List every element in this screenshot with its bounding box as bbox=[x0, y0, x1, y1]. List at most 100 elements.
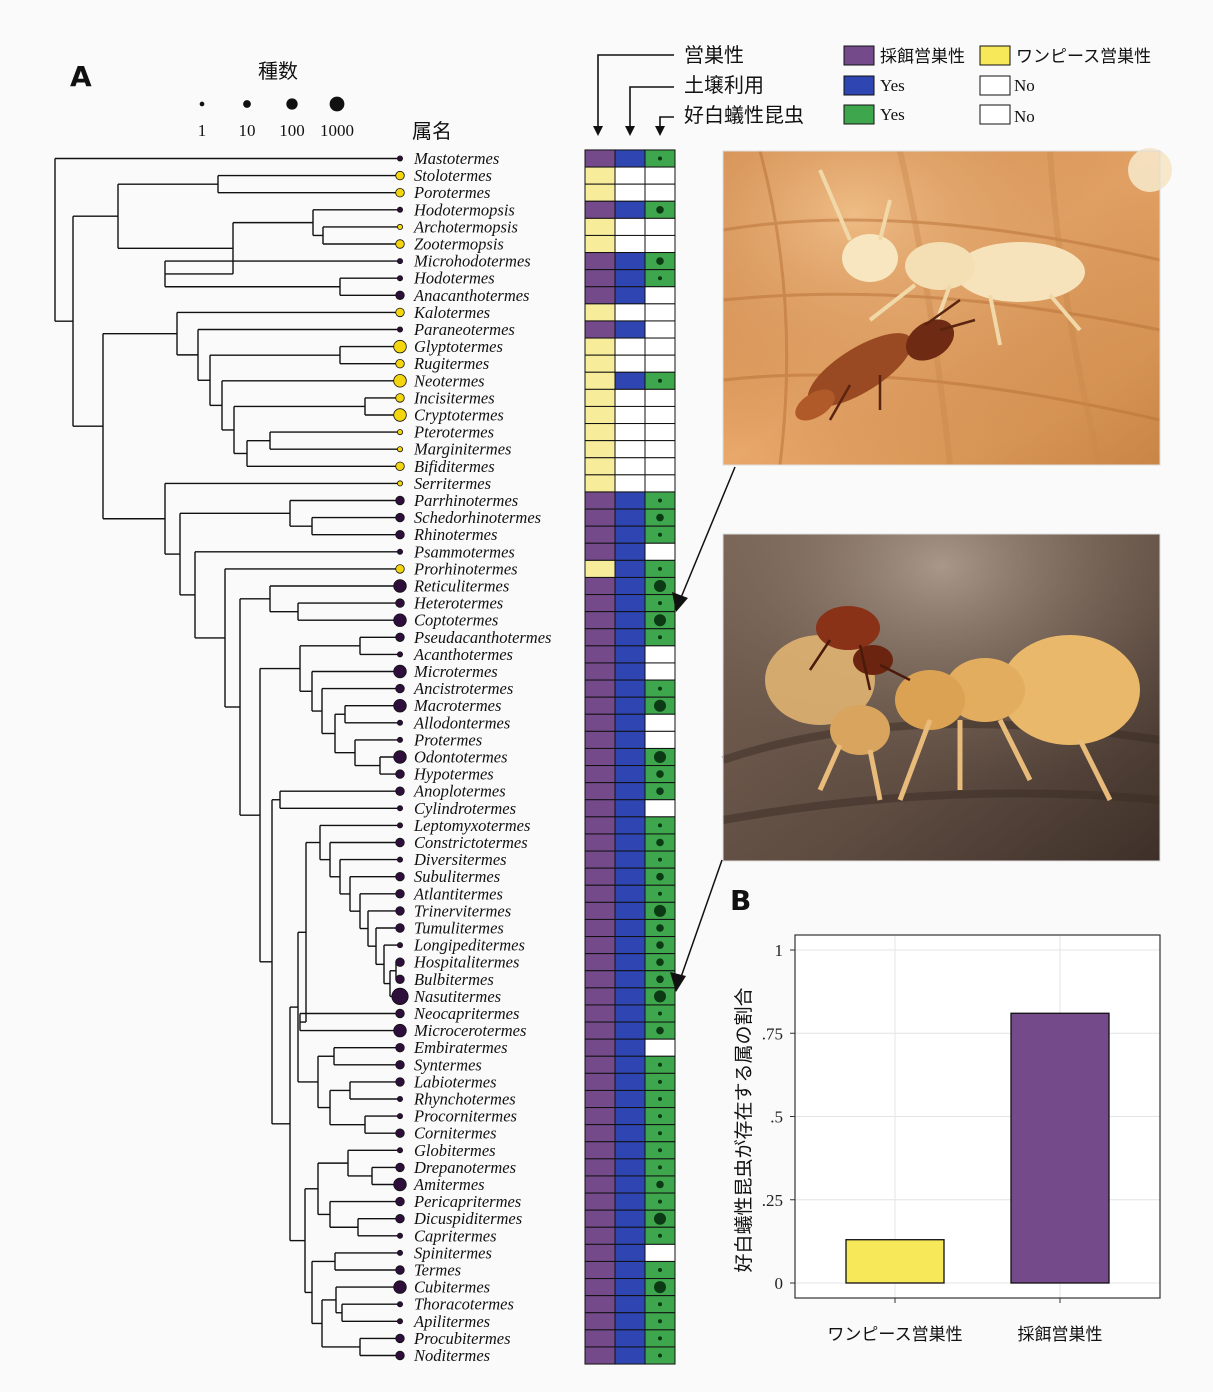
species-count-dot bbox=[396, 856, 403, 863]
nesting-cell bbox=[584, 1260, 616, 1280]
species-size-legend-dot bbox=[286, 98, 298, 110]
genus-label: Labiotermes bbox=[413, 1072, 497, 1091]
soil-cell bbox=[614, 286, 646, 305]
genus-label: Anacanthotermes bbox=[413, 286, 529, 305]
myrmecophile-arrow-line bbox=[659, 116, 674, 128]
nesting-cell bbox=[584, 508, 616, 527]
nesting-cell bbox=[584, 1055, 616, 1074]
genus-label: Serritermes bbox=[414, 474, 491, 493]
myrmecophile-count-dot bbox=[658, 1079, 662, 1084]
genus-label: Microcerotermes bbox=[413, 1021, 526, 1040]
myrmecophile-count-dot bbox=[654, 1281, 666, 1294]
soil-cell bbox=[614, 183, 646, 202]
genus-label: Capritermes bbox=[414, 1226, 497, 1245]
soil-cell bbox=[614, 1089, 646, 1109]
soil-cell bbox=[614, 1072, 646, 1091]
myrmecophile-cell bbox=[644, 303, 676, 322]
genus-label: Subulitermes bbox=[414, 867, 500, 886]
species-count-dot bbox=[395, 1350, 405, 1361]
genus-label: Neotermes bbox=[413, 371, 485, 390]
species-size-legend-dot bbox=[329, 96, 345, 112]
soil-cell bbox=[614, 1329, 646, 1348]
species-count-dot bbox=[395, 1265, 405, 1275]
genus-label: Incisitermes bbox=[413, 388, 495, 407]
soil-cell bbox=[614, 1346, 646, 1365]
legend-label-inq-no: No bbox=[1014, 107, 1035, 126]
soil-cell bbox=[614, 303, 646, 322]
myrmecophile-count-dot bbox=[656, 770, 664, 778]
chart-y-tick-label: .75 bbox=[762, 1024, 783, 1043]
genus-label: Archotermopsis bbox=[413, 217, 518, 236]
myrmecophile-cell bbox=[644, 799, 676, 818]
nesting-cell bbox=[584, 1124, 616, 1143]
species-count-dot bbox=[395, 393, 405, 403]
species-count-dot bbox=[393, 1023, 407, 1038]
soil-cell bbox=[614, 884, 646, 903]
species-count-dot bbox=[395, 923, 405, 933]
genus-label: Cylindrotermes bbox=[414, 799, 516, 818]
species-size-legend-dot bbox=[199, 101, 205, 107]
genus-label: Macrotermes bbox=[413, 696, 501, 715]
soil-cell bbox=[614, 508, 646, 527]
nesting-cell bbox=[584, 662, 616, 681]
soil-cell bbox=[614, 217, 646, 236]
soil-cell bbox=[614, 696, 646, 715]
genus-label: Hypotermes bbox=[413, 765, 494, 784]
nesting-header: 営巣性 bbox=[684, 43, 744, 67]
species-count-dot bbox=[395, 632, 405, 643]
soil-cell bbox=[614, 269, 646, 288]
legend-label-soil-yes: Yes bbox=[880, 76, 905, 95]
myrmecophile-count-dot bbox=[656, 1026, 664, 1035]
genus-label: Anoplotermes bbox=[413, 782, 506, 801]
genus-label: Trinervitermes bbox=[414, 901, 511, 920]
myrmecophile-count-dot bbox=[658, 1233, 662, 1238]
genus-label: Porotermes bbox=[413, 183, 490, 202]
nesting-arrow-line bbox=[597, 54, 674, 128]
genus-label: Syntermes bbox=[414, 1055, 482, 1074]
species-count-dot bbox=[395, 512, 405, 523]
nesting-cell bbox=[584, 542, 616, 561]
myrmecophile-count-dot bbox=[656, 872, 664, 881]
soil-cell bbox=[614, 867, 646, 886]
chart-y-axis-label: 好白蟻性昆虫が存在する属の割合 bbox=[733, 987, 755, 1272]
species-count-dot bbox=[395, 1162, 405, 1173]
chart-x-tick-label: 採餌営巣性 bbox=[1018, 1325, 1103, 1345]
soil-cell bbox=[614, 987, 646, 1006]
soil-cell bbox=[614, 713, 646, 732]
myrmecophile-cell bbox=[644, 337, 676, 356]
nesting-cell bbox=[584, 354, 616, 373]
myrmecophile-count-dot bbox=[656, 924, 664, 932]
species-count-dot bbox=[395, 957, 405, 967]
myrmecophile-cell bbox=[644, 423, 676, 442]
myrmecophile-count-dot bbox=[658, 378, 662, 383]
nesting-cell bbox=[584, 799, 616, 818]
chart-bar bbox=[1010, 1012, 1110, 1284]
photo-2-frame bbox=[722, 533, 1161, 862]
nesting-cell bbox=[584, 252, 616, 271]
chart-y-tick-label: 1 bbox=[775, 941, 784, 960]
soil-cell bbox=[614, 371, 646, 390]
nesting-cell bbox=[584, 850, 616, 869]
soil-cell bbox=[614, 799, 646, 818]
species-count-legend: 1 10 100 1000 bbox=[198, 96, 354, 140]
genus-label: Cryptotermes bbox=[414, 406, 504, 425]
nesting-cell bbox=[584, 457, 616, 476]
myrmecophile-cell bbox=[644, 405, 676, 425]
genus-label: Pericapritermes bbox=[413, 1192, 521, 1211]
genus-label: Diversitermes bbox=[413, 850, 507, 869]
myrmecophile-cell bbox=[644, 730, 676, 749]
myrmecophile-count-dot bbox=[658, 276, 662, 281]
myrmecophile-count-dot bbox=[658, 1268, 662, 1272]
soil-cell bbox=[614, 970, 646, 989]
soil-cell bbox=[614, 782, 646, 801]
species-count-dot bbox=[395, 359, 405, 369]
soil-cell bbox=[614, 850, 646, 869]
nesting-arrowhead bbox=[593, 126, 603, 136]
nesting-cell bbox=[584, 782, 616, 801]
genus-label: Marginitermes bbox=[413, 440, 511, 459]
genus-label: Leptomyxotermes bbox=[413, 816, 530, 835]
myrmecophile-count-dot bbox=[654, 990, 666, 1003]
nesting-cell bbox=[584, 303, 616, 322]
soil-cell bbox=[614, 1295, 646, 1314]
nesting-cell bbox=[584, 628, 616, 647]
